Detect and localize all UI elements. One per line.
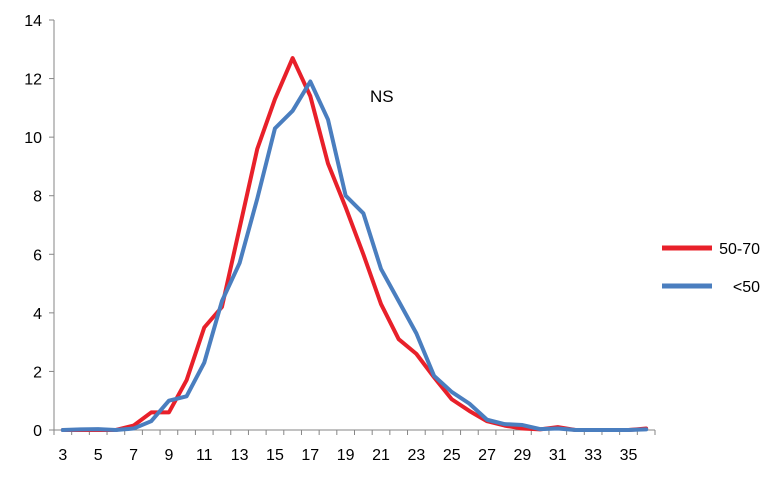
legend-label: 50-70 (719, 241, 760, 258)
x-tick-label: 29 (514, 447, 532, 464)
series-line-under-50 (60, 79, 649, 432)
y-tick-label: 8 (33, 189, 42, 206)
y-tick-label: 6 (33, 247, 42, 264)
y-tick-label: 12 (24, 72, 42, 89)
chart-annotation: NS (370, 87, 394, 106)
x-tick-label: 13 (231, 447, 249, 464)
x-tick-label: 27 (478, 447, 496, 464)
x-tick-label: 23 (407, 447, 425, 464)
series-line-50-70 (60, 56, 649, 432)
y-tick-label: 4 (33, 306, 42, 323)
x-tick-label: 25 (443, 447, 461, 464)
x-tick-label: 19 (337, 447, 355, 464)
x-tick-label: 5 (94, 447, 103, 464)
x-tick-label: 17 (301, 447, 319, 464)
legend: 50-70 <50 (662, 241, 760, 296)
y-tick-label: 0 (33, 423, 42, 440)
x-tick-label: 33 (584, 447, 602, 464)
x-tick-label: 7 (129, 447, 138, 464)
x-tick-label: 9 (164, 447, 173, 464)
x-tick-label: 21 (372, 447, 390, 464)
x-tick-label: 15 (266, 447, 284, 464)
legend-label: <50 (733, 279, 760, 296)
x-tick-label: 35 (620, 447, 638, 464)
y-tick-label: 10 (24, 130, 42, 147)
y-tick-label: 14 (24, 13, 42, 30)
series-layer (60, 56, 649, 432)
x-tick-label: 11 (196, 447, 213, 464)
y-tick-label: 2 (33, 364, 42, 381)
x-tick-label: 3 (58, 447, 67, 464)
x-tick-label: 31 (549, 447, 567, 464)
